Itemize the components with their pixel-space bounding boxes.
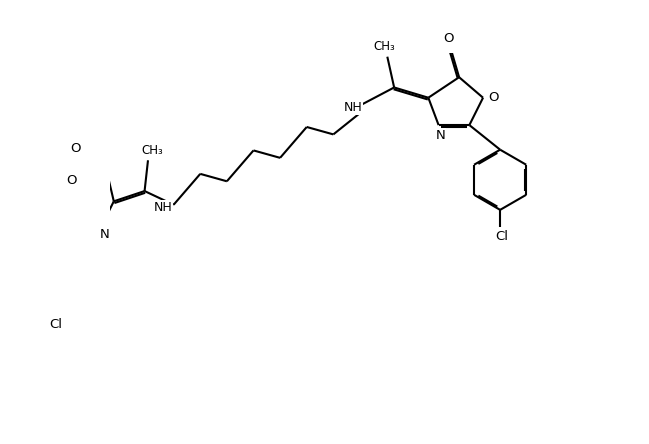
Text: O: O bbox=[66, 174, 77, 187]
Text: Cl: Cl bbox=[495, 230, 508, 243]
Text: NH: NH bbox=[344, 102, 363, 115]
Text: N: N bbox=[435, 129, 445, 142]
Text: Cl: Cl bbox=[49, 318, 62, 331]
Text: CH₃: CH₃ bbox=[373, 40, 395, 53]
Text: O: O bbox=[70, 142, 80, 155]
Text: N: N bbox=[100, 228, 110, 242]
Text: O: O bbox=[444, 32, 454, 45]
Text: CH₃: CH₃ bbox=[141, 144, 163, 157]
Text: NH: NH bbox=[154, 201, 173, 214]
Text: O: O bbox=[488, 91, 498, 104]
